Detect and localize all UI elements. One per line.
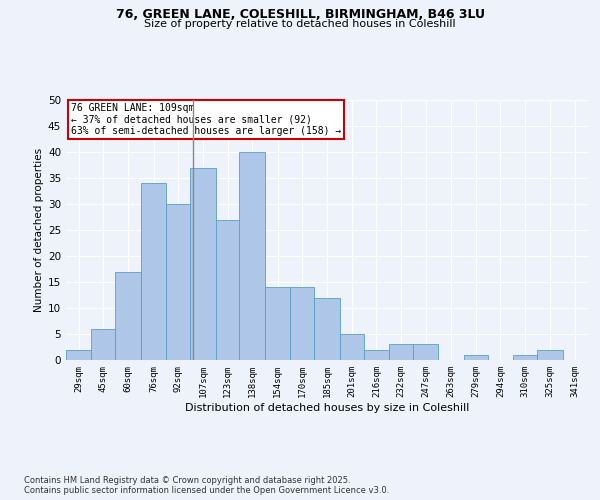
X-axis label: Distribution of detached houses by size in Coleshill: Distribution of detached houses by size …: [185, 402, 469, 412]
Bar: [66, 350, 91, 360]
Bar: [190, 168, 215, 360]
Bar: [115, 272, 141, 360]
Bar: [340, 334, 364, 360]
Bar: [265, 287, 290, 360]
Text: Contains HM Land Registry data © Crown copyright and database right 2025.
Contai: Contains HM Land Registry data © Crown c…: [24, 476, 389, 495]
Text: Size of property relative to detached houses in Coleshill: Size of property relative to detached ho…: [144, 19, 456, 29]
Bar: [464, 355, 488, 360]
Bar: [389, 344, 413, 360]
Bar: [141, 183, 166, 360]
Bar: [537, 350, 563, 360]
Y-axis label: Number of detached properties: Number of detached properties: [34, 148, 44, 312]
Bar: [166, 204, 190, 360]
Text: 76, GREEN LANE, COLESHILL, BIRMINGHAM, B46 3LU: 76, GREEN LANE, COLESHILL, BIRMINGHAM, B…: [115, 8, 485, 20]
Bar: [364, 350, 389, 360]
Bar: [314, 298, 340, 360]
Bar: [215, 220, 239, 360]
Text: 76 GREEN LANE: 109sqm
← 37% of detached houses are smaller (92)
63% of semi-deta: 76 GREEN LANE: 109sqm ← 37% of detached …: [71, 102, 341, 136]
Bar: [290, 287, 314, 360]
Bar: [239, 152, 265, 360]
Bar: [513, 355, 537, 360]
Bar: [413, 344, 439, 360]
Bar: [91, 329, 115, 360]
